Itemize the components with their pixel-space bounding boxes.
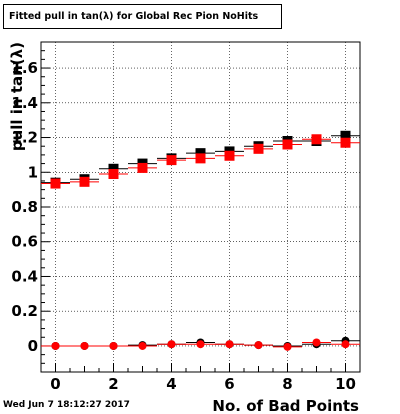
data-point-square (79, 176, 90, 187)
data-point-square (340, 130, 351, 141)
y-tick-label: 0.8 (11, 198, 38, 216)
x-tick-label: 10 (335, 375, 356, 393)
data-point-square (282, 139, 293, 150)
data-point-circle (80, 341, 89, 350)
data-point-square (108, 169, 119, 179)
y-tick-label: 1.6 (11, 59, 38, 77)
x-axis-title: No. of Bad Points (212, 397, 359, 414)
data-point-square (253, 143, 264, 154)
x-tick-label: 0 (50, 375, 60, 393)
data-point-square (137, 162, 148, 173)
data-point-circle (196, 340, 205, 349)
data-point-circle (283, 342, 292, 351)
data-point-circle (51, 341, 60, 350)
date-stamp: Wed Jun 7 18:12:27 2017 (3, 400, 130, 410)
y-tick-label: 1.2 (11, 129, 38, 147)
data-point-circle (312, 338, 321, 347)
data-point-circle (138, 341, 147, 350)
data-point-square (108, 163, 119, 174)
series-layer (41, 130, 360, 351)
data-point-square (195, 148, 206, 159)
data-point-circle (254, 341, 263, 350)
data-point-square (311, 134, 322, 145)
y-tick-label: 0.4 (11, 267, 38, 285)
chart-title: Fitted pull in tan(λ) for Global Rec Pio… (9, 11, 259, 22)
grid (41, 42, 360, 372)
y-tick-label: 0.2 (11, 302, 38, 320)
y-tick-label: 1 (28, 163, 38, 181)
y-axis-title: pull in tan(λ) (8, 42, 26, 151)
data-point-circle (225, 340, 234, 349)
y-tick-label: 0 (28, 337, 38, 355)
data-point-circle (341, 340, 350, 349)
axis-ticks (40, 41, 361, 373)
x-tick-label: 2 (108, 375, 118, 393)
x-tick-label: 6 (224, 375, 234, 393)
data-point-square (50, 178, 61, 189)
series-4 (41, 338, 360, 351)
data-point-square (224, 150, 235, 161)
x-tick-label: 8 (282, 375, 292, 393)
y-tick-label: 1.4 (11, 94, 38, 112)
y-tick-label: 0.6 (11, 233, 38, 251)
data-point-circle (109, 341, 118, 350)
series-2 (41, 134, 360, 189)
data-point-square (166, 155, 177, 166)
data-point-circle (167, 340, 176, 349)
data-point-square (195, 153, 206, 164)
data-point-square (340, 137, 351, 148)
chart-title-box: Fitted pull in tan(λ) for Global Rec Pio… (3, 4, 282, 29)
x-tick-label: 4 (166, 375, 176, 393)
tick-labels: 0 2 4 6 8 10 0 0.2 0.4 0.6 0.8 1 1.2 1.4 1.6 (11, 59, 356, 393)
